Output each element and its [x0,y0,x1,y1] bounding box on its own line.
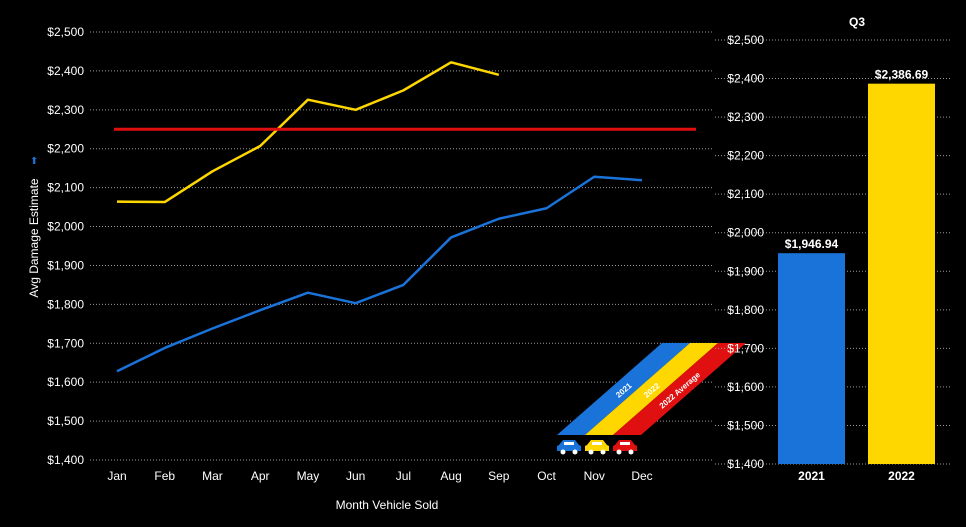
y-tick-label: $2,500 [727,33,764,47]
bar-data-label: $1,946.94 [785,237,839,251]
y-tick-label: $1,900 [47,258,84,272]
x-tick-label: Jul [396,469,411,483]
bar [868,83,935,465]
car-body [557,440,581,451]
car-icon [585,440,609,455]
x-tick-label: Dec [631,469,652,483]
y-tick-label: $1,400 [47,453,84,467]
x-tick-label: Jan [107,469,126,483]
y-tick-label: $2,400 [727,72,764,86]
x-axis-title: Month Vehicle Sold [336,498,439,512]
y-tick-label: $2,000 [47,220,84,234]
car-window [564,442,574,445]
y-tick-label: $2,400 [47,64,84,78]
car-wheel [560,449,566,455]
y-tick-label: $1,900 [727,264,764,278]
legend-stripe [613,343,746,435]
y-tick-label: $2,500 [47,25,84,39]
y-axis-title: Avg Damage Estimate [27,178,41,297]
bar-chart-bars: $1,946.94 2021 $2,386.69 2022 [778,68,935,483]
y-tick-label: $1,400 [727,457,764,471]
y-tick-label: $2,000 [727,226,764,240]
car-wheel [572,449,578,455]
line-chart: $2,500 $2,400 $2,300 $2,200 $2,100 $2,000 $1,9… [27,25,746,512]
y-tick-label: $1,800 [47,297,84,311]
bar [778,253,845,464]
car-wheel [628,449,634,455]
sort-icon[interactable]: ⬆ [30,156,38,167]
car-icon [613,440,637,455]
y-tick-label: $2,300 [727,110,764,124]
y-tick-label: $2,200 [727,149,764,163]
bar-chart-title: Q3 [849,15,865,29]
series-line [116,175,643,373]
x-tick-label: Feb [154,469,175,483]
y-tick-label: $1,800 [727,303,764,317]
line-chart-y-tick-labels: $2,500 $2,400 $2,300 $2,200 $2,100 $2,000 $1,9… [47,25,84,467]
car-wheel [588,449,594,455]
line-chart-series [114,61,696,373]
y-tick-label: $2,300 [47,103,84,117]
x-tick-label: Oct [537,469,556,483]
y-tick-label: $1,500 [47,414,84,428]
car-window [620,442,630,445]
y-tick-label: $2,100 [727,187,764,201]
x-tick-label: Nov [584,469,605,483]
x-tick-label: May [297,469,320,483]
line-chart-gridlines [90,31,714,461]
y-tick-label: $1,600 [47,375,84,389]
x-tick-label: Aug [440,469,461,483]
car-body [613,440,637,451]
car-body [585,440,609,451]
car-icon [557,440,581,455]
legend-stripe [557,343,690,435]
bar-chart-y-tick-labels: $2,500 $2,400 $2,300 $2,200 $2,100 $2,000 $1,9… [727,33,764,471]
bar-data-label: $2,386.69 [875,68,929,82]
bar-chart: $2,500 $2,400 $2,300 $2,200 $2,100 $2,000 $1,9… [715,15,950,483]
car-window [592,442,602,445]
x-tick-label: Sep [488,469,510,483]
y-tick-label: $1,700 [47,336,84,350]
car-wheel [600,449,606,455]
legend-stripe [585,343,718,435]
x-tick-label: Apr [251,469,270,483]
bar-category-label: 2022 [888,469,915,483]
x-tick-label: Jun [346,469,365,483]
car-wheel [616,449,622,455]
y-tick-label: $2,100 [47,181,84,195]
y-tick-label: $1,700 [727,341,764,355]
bar-category-label: 2021 [798,469,825,483]
series-line [116,61,500,204]
line-chart-x-tick-labels: Jan Feb Mar Apr May Jun Jul Aug Sep Oct Nov Dec [107,469,652,483]
y-tick-label: $1,600 [727,380,764,394]
y-tick-label: $1,500 [727,418,764,432]
x-tick-label: Mar [202,469,223,483]
y-tick-label: $2,200 [47,142,84,156]
